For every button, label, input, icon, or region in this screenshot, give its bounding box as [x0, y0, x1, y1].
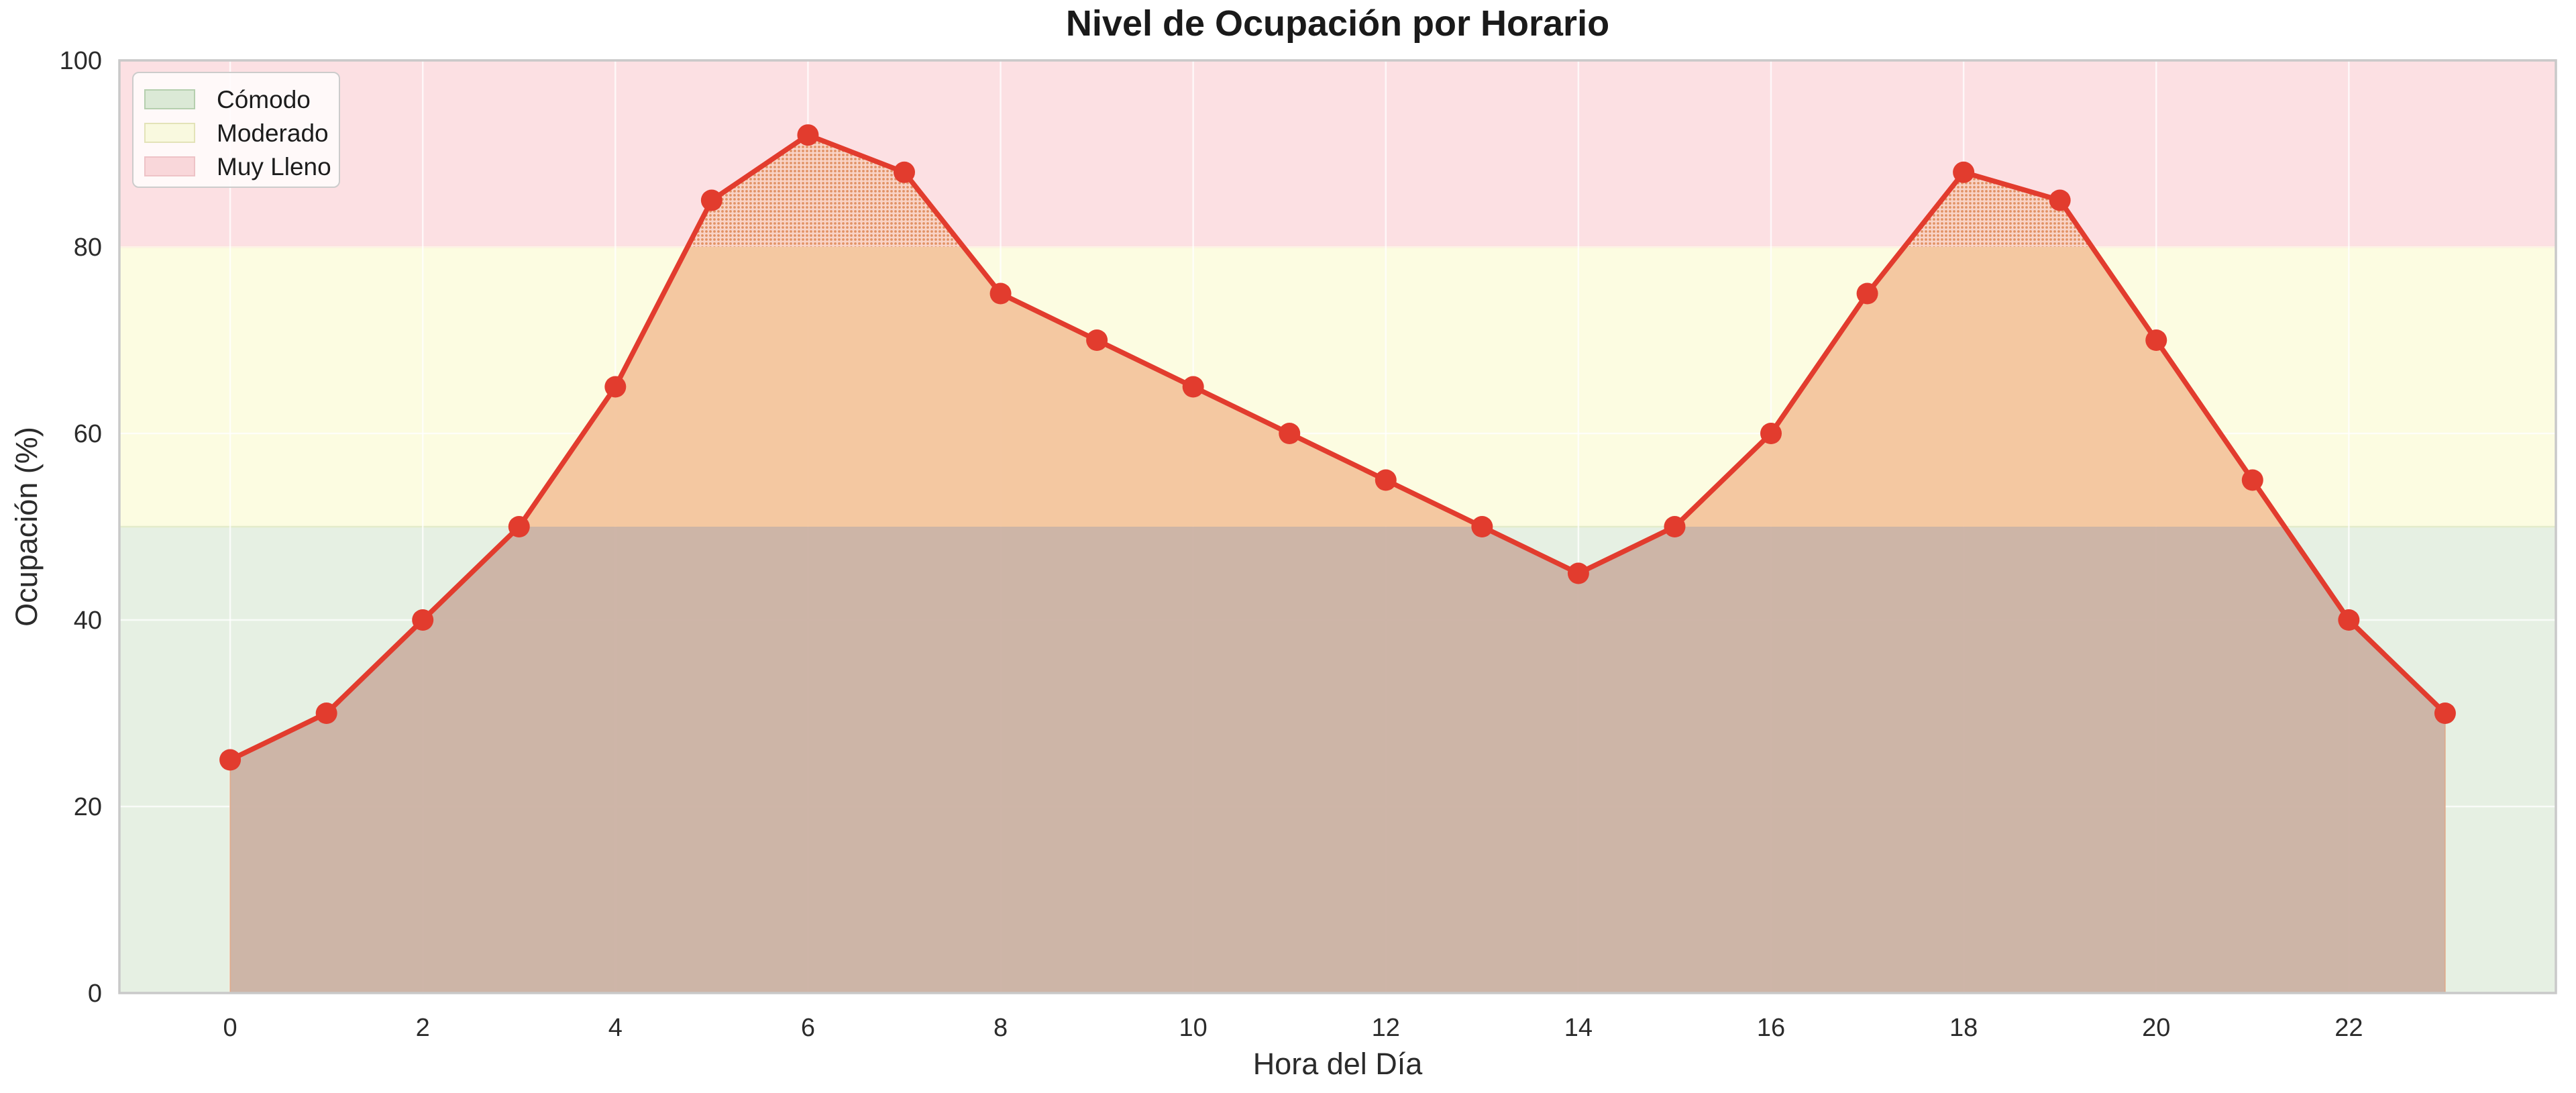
y-tick-label: 20: [74, 793, 102, 821]
x-tick-label: 8: [994, 1014, 1008, 1042]
area-fill-slice-1: [519, 247, 2285, 527]
data-point-marker: [1086, 329, 1108, 351]
data-point-marker: [1760, 423, 1782, 444]
x-tick-label: 12: [1372, 1014, 1400, 1042]
legend-row: Cómodo: [144, 83, 339, 116]
data-point-marker: [989, 282, 1012, 305]
band-muy-lleno: [119, 60, 2556, 247]
x-tick-label: 0: [223, 1014, 237, 1042]
data-point-marker: [2241, 469, 2263, 491]
x-tick-label: 2: [416, 1014, 430, 1042]
data-point-marker: [1856, 282, 1878, 305]
legend-label: Cómodo: [217, 85, 311, 113]
data-point-marker: [2434, 702, 2456, 724]
y-tick-label: 80: [74, 233, 102, 262]
data-point-marker: [1279, 423, 1301, 444]
x-tick-label: 22: [2334, 1014, 2363, 1042]
legend-swatch-icon: [144, 123, 195, 143]
x-tick-label: 10: [1179, 1014, 1208, 1042]
x-tick-label: 16: [1757, 1014, 1785, 1042]
data-point-marker: [412, 609, 434, 631]
occupancy-line: [227, 132, 2448, 763]
data-point-marker: [1664, 516, 1686, 537]
y-tick-label: 60: [74, 420, 102, 448]
data-point-marker: [2338, 609, 2360, 631]
data-point-marker: [797, 124, 819, 146]
legend-row: Muy Lleno: [144, 150, 339, 183]
x-tick-label: 18: [1949, 1014, 1978, 1042]
legend: Cómodo Moderado Muy Lleno: [132, 72, 340, 188]
data-point-marker: [2049, 189, 2071, 211]
x-tick-label: 14: [1564, 1014, 1593, 1042]
data-point-marker: [1375, 469, 1397, 491]
legend-swatch-icon: [144, 156, 195, 176]
chart-title: Nivel de Ocupación por Horario: [1065, 3, 1610, 44]
data-point-marker: [508, 516, 530, 537]
y-tick-label: 0: [88, 980, 102, 1008]
plot-border: [118, 59, 2557, 994]
y-tick-label: 100: [60, 47, 102, 75]
y-tick-label: 40: [74, 607, 102, 635]
area-fill-slice-0: [230, 527, 2445, 993]
data-point-marker: [315, 702, 337, 724]
y-axis-label: Ocupación (%): [9, 427, 44, 627]
x-tick-label: 4: [608, 1014, 623, 1042]
data-point-marker: [2145, 329, 2167, 351]
data-point-marker: [604, 376, 627, 398]
x-axis-label: Hora del Día: [1252, 1047, 1423, 1081]
data-point-marker: [1471, 516, 1493, 537]
legend-label: Moderado: [217, 119, 329, 147]
legend-row: Moderado: [144, 116, 339, 150]
data-point-marker: [219, 749, 241, 771]
data-point-marker: [893, 161, 915, 183]
x-tick-label: 6: [801, 1014, 815, 1042]
data-point-marker: [1567, 562, 1589, 584]
data-point-marker: [700, 189, 722, 211]
data-point-marker: [1953, 161, 1975, 183]
legend-label: Muy Lleno: [217, 152, 331, 180]
legend-swatch-icon: [144, 89, 195, 109]
area-fill-slice-2: [687, 135, 2092, 247]
x-tick-label: 20: [2142, 1014, 2170, 1042]
data-point-marker: [1182, 376, 1204, 398]
